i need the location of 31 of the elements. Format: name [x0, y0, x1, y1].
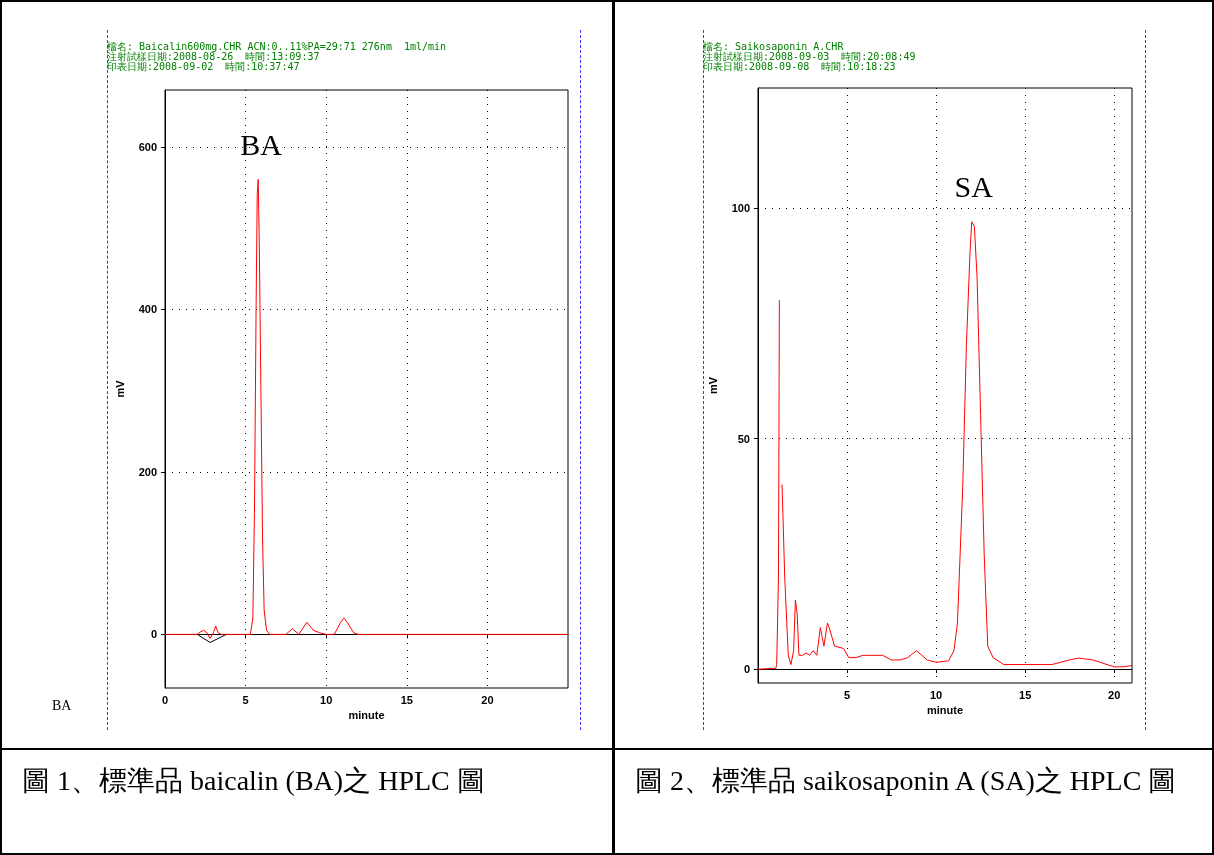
text: BA: [52, 698, 72, 714]
x-axis-title: minute: [926, 704, 964, 717]
text: 檔名: Baicalin600mg.CHR ACN:0..11%PA=29:71 276nm 1ml/min: [107, 41, 447, 52]
y-tick-label: 0: [743, 663, 750, 676]
text: 注射試樣日期:2008-08-26 時間:13:09:37: [107, 51, 320, 62]
y-tick-label: 100: [731, 201, 750, 214]
x-tick-label: 15: [400, 693, 413, 706]
text: 檔名: Saikosaponin A.CHR: [703, 41, 844, 52]
x-tick-label: 5: [843, 688, 851, 701]
text: 圖 1、標準品 baicalin (BA)之 HPLC 圖: [22, 764, 486, 798]
text: 圖 2、標準品 saikosaponin A (SA)之 HPLC 圖: [635, 764, 1178, 798]
text: 注射試樣日期:2008-09-03 時間:20:08:49: [703, 51, 916, 62]
x-tick-label: 10: [320, 693, 333, 706]
y-tick-label: 400: [138, 303, 157, 316]
x-axis-title: minute: [348, 709, 385, 722]
text: 印表日期:2008-09-08 時間:10:18:23: [703, 61, 896, 72]
annotation: BA: [240, 127, 283, 161]
y-tick-label: 0: [150, 628, 157, 641]
text: 印表日期:2008-09-02 時間:10:37:47: [107, 61, 300, 72]
x-tick-label: 5: [242, 693, 249, 706]
annotation: SA: [954, 170, 994, 204]
x-tick-label: 10: [929, 688, 943, 701]
y-axis-title: mV: [113, 379, 126, 398]
y-tick-label: 600: [138, 140, 157, 153]
x-tick-label: 15: [1019, 688, 1032, 701]
x-tick-label: 20: [481, 693, 494, 706]
x-tick-label: 20: [1108, 688, 1121, 701]
y-axis-title: mV: [706, 376, 719, 395]
x-tick-label: 0: [161, 693, 169, 706]
y-tick-label: 200: [138, 465, 157, 478]
y-tick-label: 50: [737, 432, 750, 445]
